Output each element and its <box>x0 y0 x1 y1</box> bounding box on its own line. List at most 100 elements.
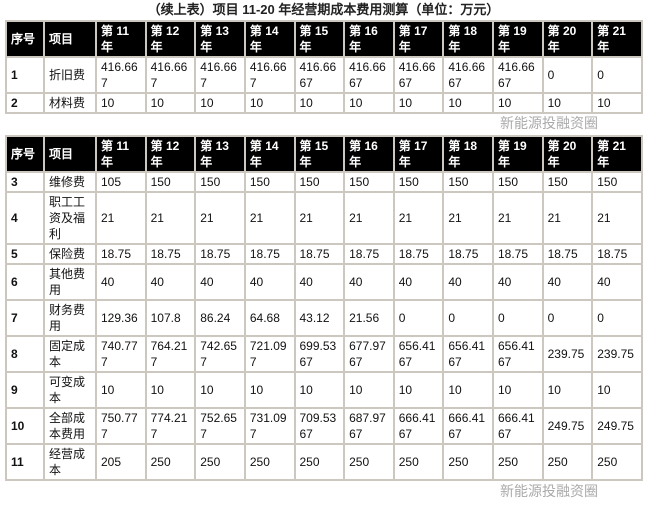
cell-value: 656.4167 <box>444 337 492 371</box>
column-header: 序号 <box>7 22 43 56</box>
table-row: 2 材料费 10 10 10 10 10 10 10 10 10 10 10 <box>7 94 641 112</box>
cell-value: 10 <box>543 94 592 112</box>
row-number: 1 <box>7 58 43 92</box>
table-row: 9 可变成本 10 10 10 10 10 10 10 10 10 10 10 <box>7 373 641 407</box>
item-name: 全部成本费用 <box>45 409 95 443</box>
item-name: 折旧费 <box>45 58 95 92</box>
cell-value: 150 <box>146 173 195 191</box>
cell-value: 10 <box>295 94 344 112</box>
cell-value: 0 <box>444 301 492 335</box>
cell-value: 40 <box>444 265 492 299</box>
table-row: 6 其他费用 40 40 40 40 40 40 40 40 40 40 40 <box>7 265 641 299</box>
cell-value: 416.667 <box>146 58 195 92</box>
cell-value: 21 <box>245 193 294 243</box>
cell-value: 21 <box>97 193 145 243</box>
cell-value: 40 <box>543 265 592 299</box>
cell-value: 249.75 <box>543 409 592 443</box>
item-name: 固定成本 <box>45 337 95 371</box>
cell-value: 666.4167 <box>494 409 542 443</box>
cell-value: 150 <box>444 173 492 191</box>
cell-value: 10 <box>245 94 294 112</box>
cell-value: 10 <box>593 373 641 407</box>
cell-value: 21 <box>444 193 492 243</box>
cell-value: 150 <box>394 173 443 191</box>
cell-value: 250 <box>345 445 393 479</box>
row-number: 6 <box>7 265 43 299</box>
cell-value: 21 <box>543 193 592 243</box>
column-header: 第 14 年 <box>245 22 294 56</box>
column-header: 第 13 年 <box>196 22 244 56</box>
row-number: 9 <box>7 373 43 407</box>
row-number: 7 <box>7 301 43 335</box>
cell-value: 10 <box>494 94 542 112</box>
cell-value: 18.75 <box>394 245 443 263</box>
column-header: 第 20 年 <box>543 137 592 171</box>
item-name: 财务费用 <box>45 301 95 335</box>
column-header: 第 18 年 <box>444 137 492 171</box>
cell-value: 10 <box>196 373 244 407</box>
cell-value: 416.6667 <box>444 58 492 92</box>
cell-value: 40 <box>295 265 344 299</box>
cell-value: 64.68 <box>245 301 294 335</box>
cell-value: 250 <box>394 445 443 479</box>
cell-value: 666.4167 <box>394 409 443 443</box>
table-row: 1 折旧费 416.667 416.667 416.667 416.667 416.6667… <box>7 58 641 92</box>
column-header: 项目 <box>45 137 95 171</box>
cell-value: 10 <box>394 373 443 407</box>
column-header: 第 20 年 <box>543 22 592 56</box>
cell-value: 10 <box>394 94 443 112</box>
item-name: 保险费 <box>45 245 95 263</box>
cell-value: 150 <box>196 173 244 191</box>
cell-value: 740.777 <box>97 337 145 371</box>
cell-value: 150 <box>245 173 294 191</box>
column-header: 第 15 年 <box>295 22 344 56</box>
cell-value: 129.36 <box>97 301 145 335</box>
cell-value: 86.24 <box>196 301 244 335</box>
cell-value: 18.75 <box>345 245 393 263</box>
cell-value: 416.6667 <box>494 58 542 92</box>
item-name: 其他费用 <box>45 265 95 299</box>
cell-value: 150 <box>295 173 344 191</box>
cell-value: 416.6667 <box>295 58 344 92</box>
cell-value: 18.75 <box>543 245 592 263</box>
item-name: 材料费 <box>45 94 95 112</box>
cell-value: 656.4167 <box>394 337 443 371</box>
item-name: 经营成本 <box>45 445 95 479</box>
cell-value: 0 <box>543 301 592 335</box>
column-header: 第 16 年 <box>345 137 393 171</box>
cell-value: 21 <box>494 193 542 243</box>
column-header: 第 18 年 <box>444 22 492 56</box>
cell-value: 40 <box>97 265 145 299</box>
cell-value: 40 <box>345 265 393 299</box>
cell-value: 764.217 <box>146 337 195 371</box>
cell-value: 0 <box>494 301 542 335</box>
cell-value: 774.217 <box>146 409 195 443</box>
row-number: 5 <box>7 245 43 263</box>
watermark: 新能源投融资圈 <box>500 483 598 499</box>
cell-value: 742.657 <box>196 337 244 371</box>
cell-value: 10 <box>97 373 145 407</box>
column-header: 第 16 年 <box>345 22 393 56</box>
row-number: 3 <box>7 173 43 191</box>
item-name: 维修费 <box>45 173 95 191</box>
cell-value: 18.75 <box>196 245 244 263</box>
cell-value: 416.667 <box>97 58 145 92</box>
column-header: 项目 <box>45 22 95 56</box>
cell-value: 656.4167 <box>494 337 542 371</box>
cell-value: 666.4167 <box>444 409 492 443</box>
cell-value: 250 <box>245 445 294 479</box>
cell-value: 416.6667 <box>345 58 393 92</box>
cell-value: 416.6667 <box>394 58 443 92</box>
cell-value: 416.667 <box>196 58 244 92</box>
cell-value: 10 <box>444 94 492 112</box>
cell-value: 250 <box>146 445 195 479</box>
cell-value: 150 <box>345 173 393 191</box>
cell-value: 10 <box>196 94 244 112</box>
cell-value: 40 <box>245 265 294 299</box>
cell-value: 752.657 <box>196 409 244 443</box>
table-row: 4 职工工资及福利 21 21 21 21 21 21 21 21 21 21 21 <box>7 193 641 243</box>
column-header: 第 17 年 <box>394 22 443 56</box>
column-header: 第 19 年 <box>494 137 542 171</box>
column-header: 第 15 年 <box>295 137 344 171</box>
cell-value: 10 <box>543 373 592 407</box>
